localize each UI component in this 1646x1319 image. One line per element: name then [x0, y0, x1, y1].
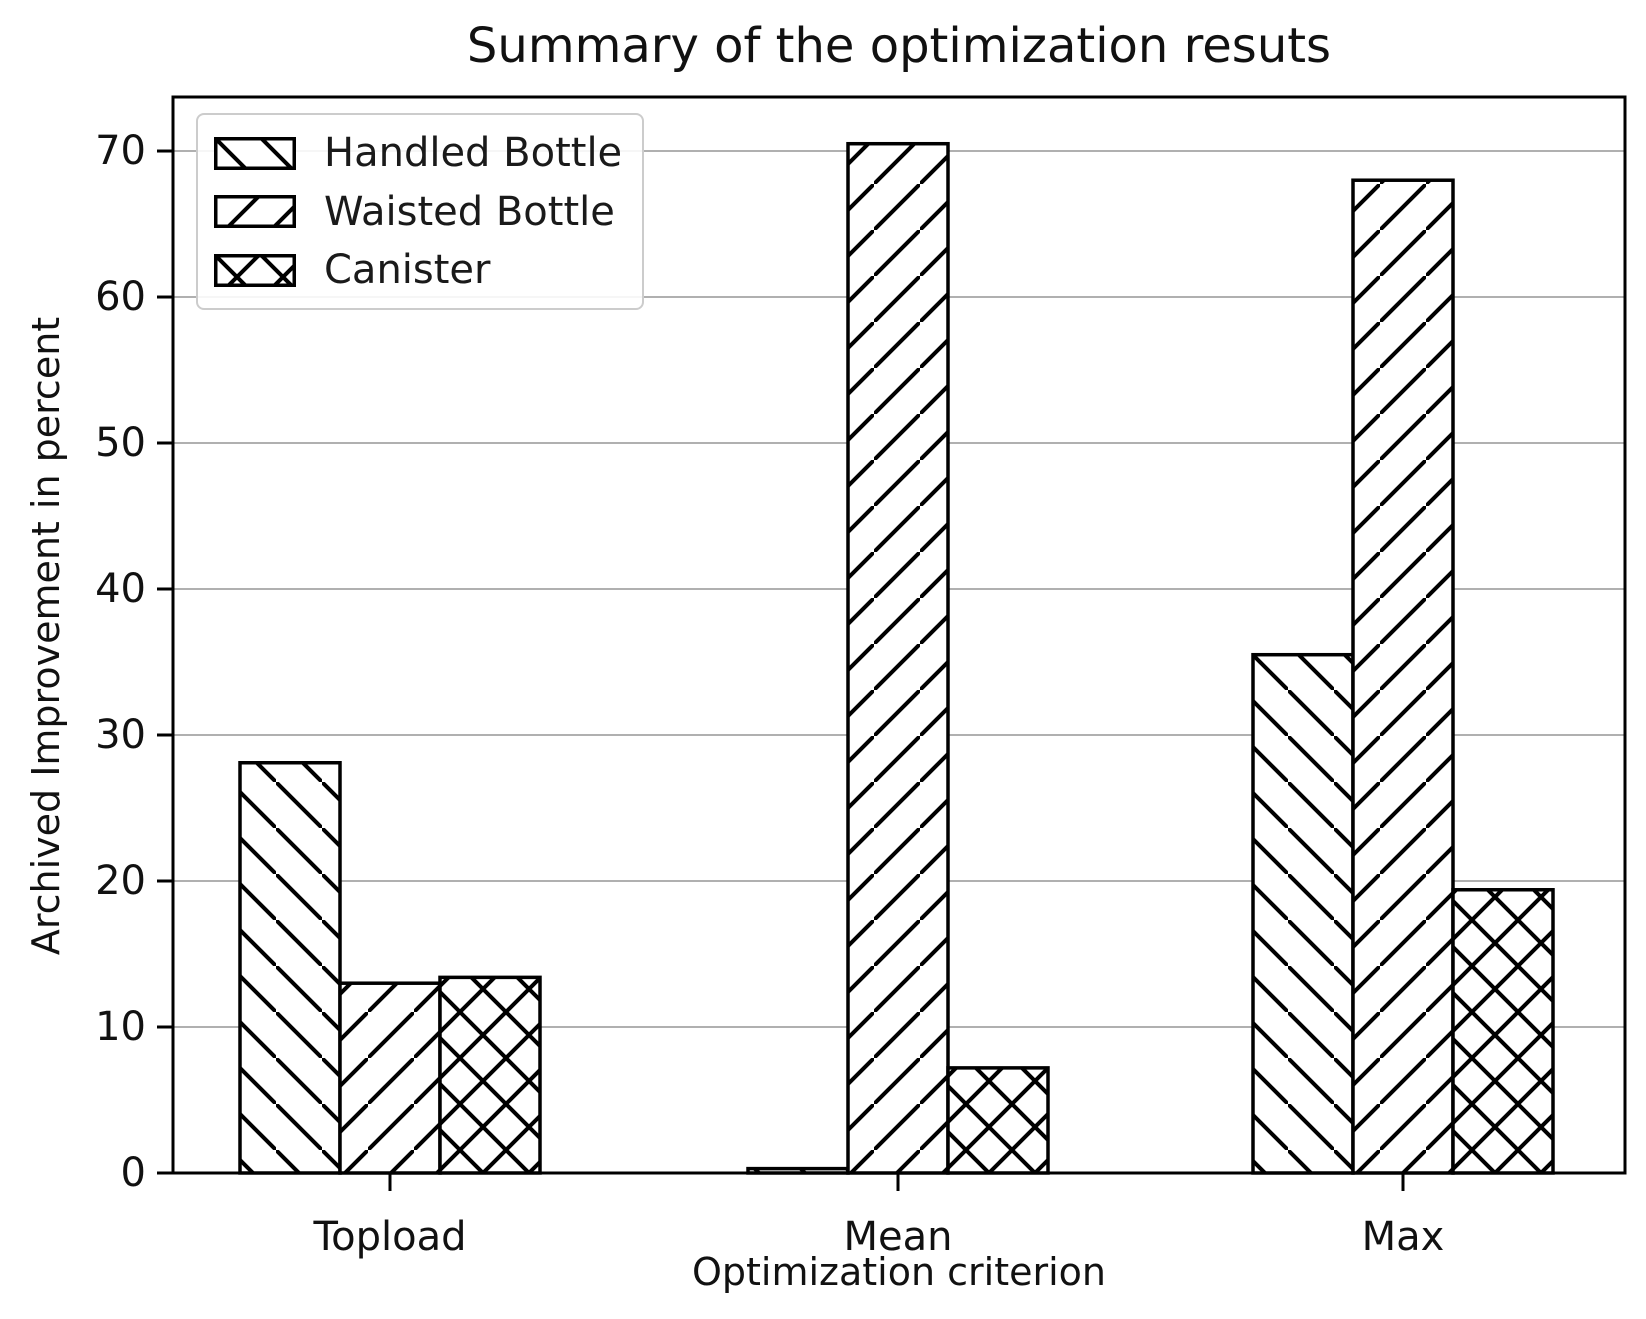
y-tick-label-10: 10	[95, 1004, 146, 1050]
legend: Handled Bottle Waisted Bottle Canister	[196, 113, 644, 310]
y-tick-label-60: 60	[95, 274, 146, 320]
x-tick-label-max: Max	[1362, 1214, 1445, 1260]
y-tick-label-40: 40	[95, 566, 146, 612]
legend-label-handled-bottle: Handled Bottle	[324, 130, 623, 176]
legend-label-waisted-bottle: Waisted Bottle	[324, 188, 615, 235]
bar-topload-canister	[438, 975, 542, 1175]
y-axis-label: Archived Improvement in percent	[24, 316, 68, 956]
bars	[238, 141, 1555, 1175]
bar-max-handled-bottle	[1251, 652, 1355, 1175]
chart-title: Summary of the optimization resuts	[466, 18, 1332, 74]
bar-mean-canister	[946, 1066, 1050, 1175]
y-tick-label-0: 0	[121, 1150, 146, 1196]
axes: 0 10 20 30 40 50 60 70 Topload Mean Max	[95, 95, 1627, 1260]
x-tick-label-topload: Topload	[313, 1214, 467, 1260]
legend-label-canister: Canister	[324, 247, 491, 293]
y-tick-label-70: 70	[95, 128, 146, 174]
y-tick-label-20: 20	[95, 858, 146, 904]
y-tick-label-50: 50	[95, 420, 146, 466]
bar-topload-waisted-bottle	[338, 981, 442, 1175]
legend-swatch-backslash-hatch-icon	[214, 136, 296, 170]
bar-max-canister	[1451, 888, 1555, 1175]
legend-item-canister: Canister	[214, 247, 642, 293]
bar-mean-waisted-bottle	[846, 141, 950, 1175]
legend-item-handled-bottle: Handled Bottle	[214, 130, 642, 176]
x-tick-label-mean: Mean	[844, 1214, 953, 1260]
y-tick-label-30: 30	[95, 712, 146, 758]
x-axis-label: Optimization criterion	[691, 1250, 1107, 1294]
bar-topload-handled-bottle	[238, 760, 342, 1175]
legend-swatch-slash-hatch-icon	[214, 195, 296, 228]
bar-max-waisted-bottle	[1351, 178, 1455, 1175]
legend-item-waisted-bottle: Waisted Bottle	[214, 189, 642, 235]
legend-swatch-cross-hatch-icon	[214, 253, 296, 287]
